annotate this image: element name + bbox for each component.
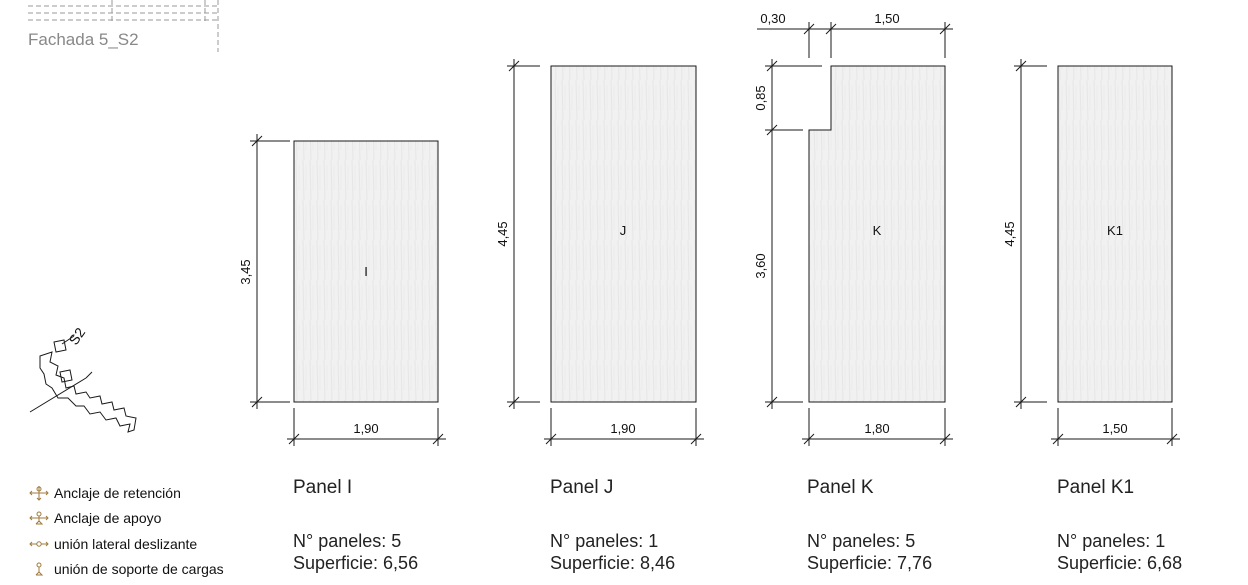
panel-j-name: Panel J — [550, 477, 614, 498]
panel-k1: K1 4,45 1,50 — [1002, 59, 1180, 446]
panel-i-dimensions — [250, 134, 446, 446]
panel-j-label: J — [620, 223, 627, 238]
panel-j: J 4,45 1,90 — [495, 59, 704, 446]
panel-j-dimensions — [507, 59, 704, 446]
panel-j-info: N° paneles: 1 Superficie: 8,46 — [550, 530, 675, 574]
panel-k-count: N° paneles: 5 — [807, 531, 916, 551]
panel-k-notch-width-dim: 0,30 — [760, 11, 785, 26]
legend-label-support: Anclaje de apoyo — [54, 510, 162, 527]
panel-i: I 3,45 1,90 — [238, 134, 446, 446]
panel-i-info: N° paneles: 5 Superficie: 6,56 — [293, 530, 418, 574]
panel-k1-area: Superficie: 6,68 — [1057, 553, 1183, 573]
legend: Anclaje de retención Anclaje de apoyo un… — [28, 480, 224, 582]
panel-i-name: Panel I — [293, 477, 353, 498]
panel-j-area: Superficie: 8,46 — [550, 553, 676, 573]
panel-k-notch-height-dim: 0,85 — [753, 85, 768, 110]
load-support-joint-icon — [35, 562, 44, 576]
legend-label-sliding: unión lateral deslizante — [54, 535, 198, 552]
panel-i-height-dim: 3,45 — [238, 259, 253, 284]
panel-k1-label: K1 — [1107, 223, 1123, 238]
retention-anchor-icon — [29, 485, 49, 501]
panel-k-top-width-dim: 1,50 — [874, 11, 899, 26]
panel-j-width-dim: 1,90 — [610, 421, 635, 436]
legend-item-load-support: unión de soporte de cargas — [28, 557, 224, 583]
panel-i-count: N° paneles: 5 — [293, 531, 402, 551]
panel-k1-dimensions — [1014, 59, 1180, 446]
panel-k-area: Superficie: 7,76 — [807, 553, 933, 573]
panel-k-name: Panel K — [807, 477, 874, 498]
key-plan — [29, 335, 137, 433]
header-dashes — [28, 0, 219, 52]
legend-label-retention: Anclaje de retención — [54, 484, 181, 501]
panel-k-shape — [808, 65, 946, 403]
panel-j-count: N° paneles: 1 — [550, 531, 659, 551]
panel-k1-shape — [1057, 65, 1173, 403]
panel-j-shape — [550, 65, 697, 403]
panel-i-area: Superficie: 6,56 — [293, 553, 419, 573]
legend-label-load-support: unión de soporte de cargas — [54, 561, 224, 578]
panel-k-width-dim: 1,80 — [864, 421, 889, 436]
panel-i-label: I — [364, 264, 368, 279]
support-anchor-icon — [29, 511, 49, 525]
panel-k1-count: N° paneles: 1 — [1057, 531, 1166, 551]
legend-item-retention: Anclaje de retención — [28, 480, 224, 506]
legend-item-support: Anclaje de apoyo — [28, 506, 224, 532]
panel-j-height-dim: 4,45 — [495, 221, 510, 246]
panel-i-width-dim: 1,90 — [353, 421, 378, 436]
panel-k1-name: Panel K1 — [1057, 477, 1135, 498]
legend-item-sliding: unión lateral deslizante — [28, 531, 224, 557]
sliding-joint-icon — [29, 541, 49, 547]
panel-k-label: K — [873, 223, 882, 238]
panel-k1-info: N° paneles: 1 Superficie: 6,68 — [1057, 530, 1182, 574]
panel-k: K 0,85 3,60 0,30 1,50 1,80 — [753, 11, 953, 446]
panel-k1-width-dim: 1,50 — [1102, 421, 1127, 436]
key-plan-label: S2 — [65, 324, 88, 347]
page-title: Fachada 5_S2 — [28, 30, 139, 49]
panel-k-height-dim: 3,60 — [753, 253, 768, 278]
panel-k-info: N° paneles: 5 Superficie: 7,76 — [807, 530, 932, 574]
panel-k1-height-dim: 4,45 — [1002, 221, 1017, 246]
panel-k-dimensions — [757, 22, 953, 446]
panel-i-shape — [293, 140, 439, 403]
